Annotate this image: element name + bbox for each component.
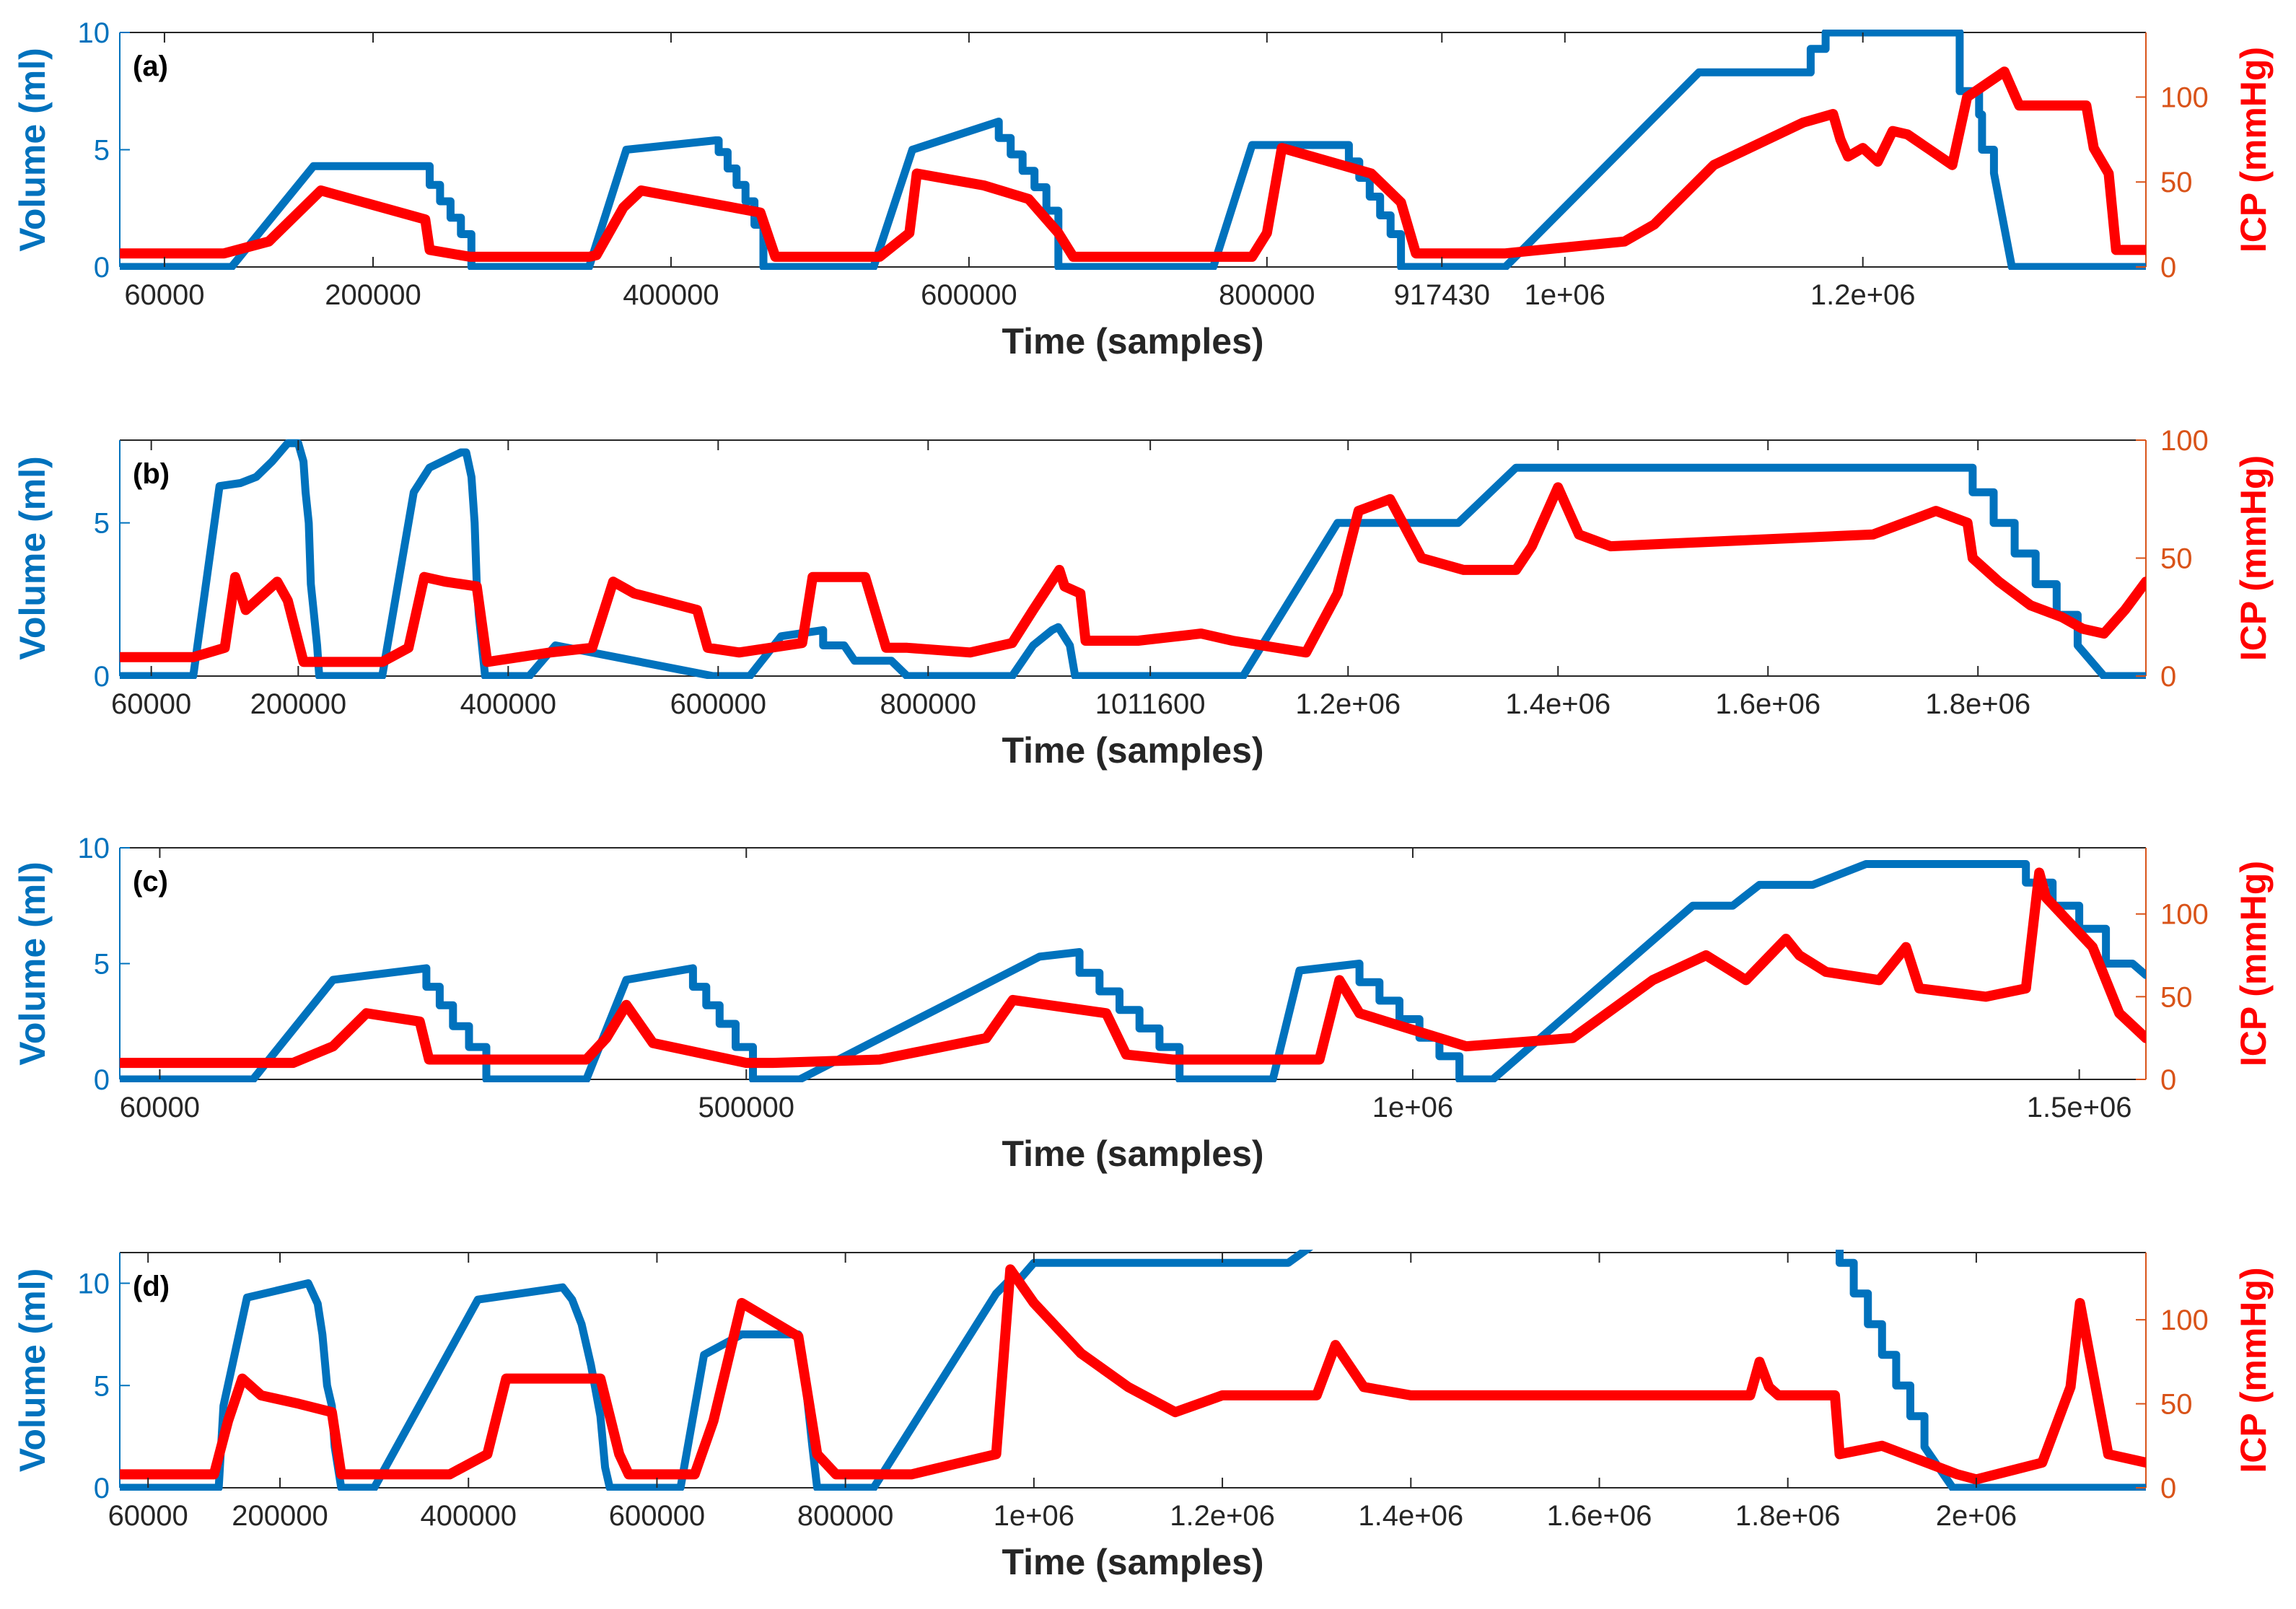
x-axis-label: Time (samples) xyxy=(1002,1134,1263,1174)
left-y-tick-label: 0 xyxy=(94,252,110,284)
x-tick-label: 1.5e+06 xyxy=(2027,1092,2132,1123)
x-tick-label: 917430 xyxy=(1394,279,1490,311)
left-y-tick-label: 0 xyxy=(94,661,110,693)
right-y-axis-label: ICP (mmHg) xyxy=(2233,861,2274,1066)
x-tick-label: 2e+06 xyxy=(1936,1500,2017,1532)
right-y-tick-label: 100 xyxy=(2160,425,2209,457)
left-y-tick-label: 5 xyxy=(94,135,110,167)
x-tick-label: 1011600 xyxy=(1095,688,1206,720)
left-y-tick-label: 0 xyxy=(94,1473,110,1504)
left-y-tick-label: 5 xyxy=(94,1370,110,1402)
left-y-axis-label: Volume (ml) xyxy=(12,48,53,251)
left-y-tick-label: 5 xyxy=(94,508,110,540)
panel-label: (a) xyxy=(133,51,168,82)
left-y-tick-label: 10 xyxy=(78,1268,110,1300)
x-tick-label: 1.2e+06 xyxy=(1810,279,1916,311)
right-y-tick-label: 100 xyxy=(2160,899,2209,931)
x-tick-label: 500000 xyxy=(698,1092,794,1123)
icp-series-line xyxy=(120,1264,2146,1485)
right-y-tick-label: 0 xyxy=(2160,661,2176,693)
right-y-tick-label: 50 xyxy=(2160,167,2193,198)
x-tick-label: 1.8e+06 xyxy=(1735,1500,1841,1532)
x-tick-label: 60000 xyxy=(124,279,204,311)
x-axis-label: Time (samples) xyxy=(1002,1542,1263,1582)
x-tick-label: 200000 xyxy=(325,279,421,311)
panel-label: (b) xyxy=(133,458,170,490)
right-y-axis-label: ICP (mmHg) xyxy=(2233,1267,2274,1473)
x-tick-label: 400000 xyxy=(420,1500,516,1532)
right-y-tick-label: 50 xyxy=(2160,981,2193,1013)
left-y-axis-label: Volume (ml) xyxy=(12,862,53,1065)
x-tick-label: 200000 xyxy=(232,1500,328,1532)
panel-label: (d) xyxy=(133,1271,170,1302)
volume-series-line xyxy=(120,30,2146,270)
x-axis-label: Time (samples) xyxy=(1002,321,1263,361)
x-tick-label: 1.2e+06 xyxy=(1295,688,1401,720)
x-tick-label: 1.4e+06 xyxy=(1358,1500,1463,1532)
left-y-tick-label: 10 xyxy=(78,17,110,49)
x-tick-label: 200000 xyxy=(250,688,346,720)
panel-d: 60000 200000 400000 600000 800000 1e+06 1.2e+0… xyxy=(12,1250,2274,1582)
right-y-tick-label: 50 xyxy=(2160,1389,2193,1421)
right-y-tick-label: 100 xyxy=(2160,1305,2209,1336)
x-tick-label: 1.2e+06 xyxy=(1170,1500,1275,1532)
left-y-tick-label: 10 xyxy=(78,833,110,864)
right-y-tick-label: 50 xyxy=(2160,543,2193,575)
x-tick-label: 1e+06 xyxy=(1372,1092,1453,1123)
x-tick-label: 60000 xyxy=(111,688,191,720)
panel-label: (c) xyxy=(133,866,168,898)
panel-a: 60000 200000 400000 600000 800000 917430 1e+06… xyxy=(12,17,2274,361)
right-y-axis-label: ICP (mmHg) xyxy=(2233,455,2274,661)
x-tick-label: 600000 xyxy=(921,279,1017,311)
left-y-tick-label: 0 xyxy=(94,1064,110,1096)
x-tick-label: 600000 xyxy=(670,688,766,720)
right-y-tick-label: 0 xyxy=(2160,1473,2176,1504)
x-tick-label: 800000 xyxy=(797,1500,893,1532)
x-tick-label: 1.6e+06 xyxy=(1715,688,1820,720)
x-tick-label: 1e+06 xyxy=(994,1500,1074,1532)
x-tick-label: 400000 xyxy=(460,688,556,720)
x-tick-label: 1.6e+06 xyxy=(1547,1500,1652,1532)
left-y-axis-label: Volume (ml) xyxy=(12,1268,53,1472)
x-tick-label: 800000 xyxy=(1219,279,1315,311)
x-tick-label: 1e+06 xyxy=(1525,279,1605,311)
x-tick-label: 400000 xyxy=(623,279,719,311)
x-tick-label: 60000 xyxy=(120,1092,200,1123)
panel-b: 60000 200000 400000 600000 800000 1011600 1.2e… xyxy=(12,425,2274,771)
x-tick-label: 1.4e+06 xyxy=(1505,688,1611,720)
icp-series-line xyxy=(120,66,2146,262)
x-tick-label: 1.8e+06 xyxy=(1925,688,2030,720)
icp-series-line xyxy=(120,867,2146,1069)
x-tick-label: 600000 xyxy=(609,1500,705,1532)
right-y-tick-label: 0 xyxy=(2160,252,2176,284)
right-y-tick-label: 100 xyxy=(2160,82,2209,113)
left-y-axis-label: Volume (ml) xyxy=(12,456,53,659)
x-tick-label: 800000 xyxy=(880,688,976,720)
left-y-tick-label: 5 xyxy=(94,949,110,981)
right-y-axis-label: ICP (mmHg) xyxy=(2233,47,2274,253)
x-axis-label: Time (samples) xyxy=(1002,730,1263,771)
icp-series-line xyxy=(120,482,2146,667)
volume-series-line xyxy=(120,439,2146,679)
x-tick-label: 60000 xyxy=(108,1500,188,1532)
right-y-tick-label: 0 xyxy=(2160,1064,2176,1096)
